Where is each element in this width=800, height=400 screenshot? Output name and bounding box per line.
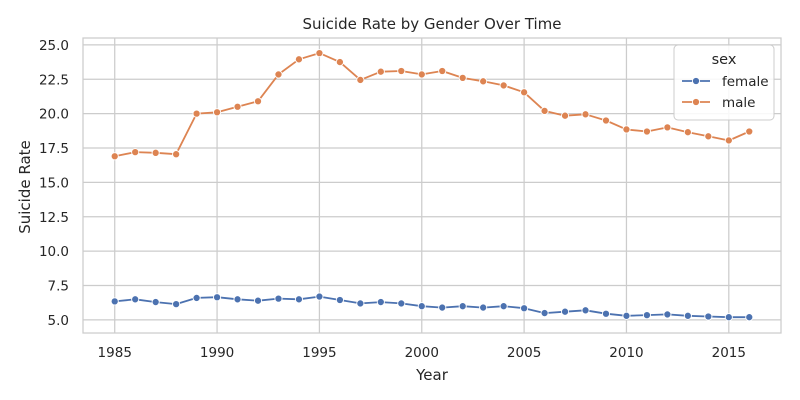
data-point-female xyxy=(724,313,733,322)
data-point-female xyxy=(663,310,672,319)
data-point-female xyxy=(213,293,222,302)
data-point-female xyxy=(233,295,242,304)
data-point-female xyxy=(131,295,140,304)
data-point-female xyxy=(458,302,467,311)
legend-swatch-marker-female xyxy=(691,76,701,86)
series-female xyxy=(110,292,754,322)
data-point-male xyxy=(131,148,140,157)
data-point-female xyxy=(294,295,304,304)
data-point-female xyxy=(151,298,160,307)
data-point-female xyxy=(560,307,570,316)
data-point-female xyxy=(479,303,488,312)
data-point-female xyxy=(704,312,713,321)
x-tick-label: 1990 xyxy=(200,345,234,361)
data-point-male xyxy=(110,152,119,161)
data-point-male xyxy=(724,136,733,145)
data-point-female xyxy=(315,292,324,301)
x-tick-label: 1995 xyxy=(302,345,336,361)
x-axis-ticks: 1985 1990 1995 2000 2005 2010 2015 xyxy=(98,345,746,361)
data-point-female xyxy=(540,309,549,318)
data-point-female xyxy=(438,303,447,312)
x-tick-label: 2000 xyxy=(405,345,439,361)
y-tick-label: 17.5 xyxy=(39,141,69,157)
data-point-male xyxy=(622,125,631,134)
data-point-male xyxy=(642,127,651,136)
y-tick-label: 20.0 xyxy=(39,107,69,123)
data-point-male xyxy=(417,70,426,79)
x-axis-label: Year xyxy=(415,366,449,384)
data-point-female xyxy=(745,313,754,322)
data-point-male xyxy=(294,55,304,64)
data-point-female xyxy=(376,298,385,307)
data-point-female xyxy=(335,295,344,305)
data-point-female xyxy=(356,299,365,308)
legend-label-female: female xyxy=(722,74,769,90)
legend-label-male: male xyxy=(722,95,755,111)
data-point-male xyxy=(683,128,692,137)
y-axis-label: Suicide Rate xyxy=(16,140,34,234)
data-point-female xyxy=(192,293,201,302)
legend-swatch-marker-male xyxy=(691,97,701,107)
data-point-male xyxy=(601,116,611,125)
data-point-male xyxy=(663,123,672,132)
data-point-male xyxy=(356,75,365,84)
data-point-male xyxy=(704,132,713,141)
series-group xyxy=(110,49,754,322)
data-point-female xyxy=(253,296,263,305)
data-point-male xyxy=(315,49,324,58)
data-point-male xyxy=(560,111,570,120)
y-tick-label: 5.0 xyxy=(48,313,69,329)
data-point-male xyxy=(274,70,283,79)
y-tick-label: 7.5 xyxy=(48,279,69,295)
data-point-male xyxy=(438,66,447,76)
x-tick-label: 1985 xyxy=(98,345,132,361)
data-point-male xyxy=(520,88,529,97)
data-point-male xyxy=(213,108,222,117)
legend: sex female male xyxy=(673,44,775,121)
x-tick-label: 2015 xyxy=(712,345,746,361)
data-point-male xyxy=(335,58,344,67)
data-point-male xyxy=(151,148,160,157)
x-tick-label: 2010 xyxy=(609,345,643,361)
data-point-male xyxy=(581,110,590,119)
data-point-male xyxy=(192,109,201,118)
data-point-female xyxy=(622,311,631,320)
series-male xyxy=(110,49,754,161)
data-point-female xyxy=(581,306,590,315)
data-point-male xyxy=(458,73,467,82)
data-point-female xyxy=(499,302,508,311)
data-point-female xyxy=(601,309,611,318)
y-tick-label: 15.0 xyxy=(39,175,69,191)
legend-title: sex xyxy=(712,52,737,68)
x-tick-label: 2005 xyxy=(507,345,541,361)
data-point-male xyxy=(479,77,488,86)
data-point-female xyxy=(417,302,426,311)
plot-area-frame xyxy=(82,37,782,334)
data-point-female xyxy=(683,311,692,320)
data-point-female xyxy=(520,304,529,313)
y-tick-label: 22.5 xyxy=(39,72,69,88)
data-point-male xyxy=(253,97,263,106)
grid-lines xyxy=(83,38,781,333)
data-point-male xyxy=(376,67,385,76)
data-point-male xyxy=(172,150,181,159)
y-tick-label: 25.0 xyxy=(39,38,69,54)
data-point-female xyxy=(110,297,119,306)
data-point-female xyxy=(274,294,283,303)
data-point-female xyxy=(642,311,651,320)
y-tick-label: 10.0 xyxy=(39,244,69,260)
data-point-male xyxy=(233,102,242,111)
data-point-female xyxy=(397,299,406,308)
chart-title: Suicide Rate by Gender Over Time xyxy=(302,15,561,33)
data-point-female xyxy=(172,300,181,309)
data-point-male xyxy=(499,81,508,90)
y-axis-ticks: 5.0 7.5 10.0 12.5 15.0 17.5 20.0 22.5 25.0 xyxy=(39,38,69,329)
y-tick-label: 12.5 xyxy=(39,210,69,226)
data-point-male xyxy=(540,106,549,115)
data-point-male xyxy=(397,66,406,76)
data-point-male xyxy=(745,127,754,136)
